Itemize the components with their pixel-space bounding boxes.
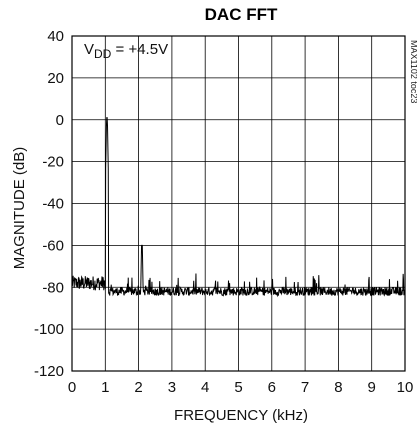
x-tick-label: 2 [134, 379, 142, 396]
y-axis-label: MAGNITUDE (dB) [11, 147, 28, 270]
x-tick-label: 6 [268, 379, 276, 396]
x-tick-label: 1 [101, 379, 109, 396]
vdd-value: = +4.5V [111, 41, 168, 58]
x-tick-label: 9 [368, 379, 376, 396]
grid-lines [71, 35, 406, 372]
x-tick-labels: 0 1 2 3 4 5 6 7 8 9 10 [68, 379, 414, 396]
y-tick-label: -120 [34, 363, 64, 380]
fft-trace-line [71, 117, 406, 298]
y-tick-label: 40 [47, 28, 64, 45]
x-tick-label: 7 [301, 379, 309, 396]
y-tick-label: -20 [42, 154, 64, 171]
x-tick-label: 10 [397, 379, 414, 396]
x-tick-label: 4 [201, 379, 209, 396]
x-tick-label: 0 [68, 379, 76, 396]
x-tick-label: 3 [168, 379, 176, 396]
plot-frame [71, 35, 406, 372]
x-axis-label: FREQUENCY (kHz) [174, 407, 308, 424]
toc-watermark: MAX1102 toc23 [409, 40, 417, 103]
x-tick-label: 8 [334, 379, 342, 396]
fft-trace [71, 117, 406, 298]
y-tick-label: -60 [42, 237, 64, 254]
vdd-annotation: VDD = +4.5V [84, 41, 168, 61]
x-tick-label: 5 [234, 379, 242, 396]
vdd-subscript: DD [94, 47, 112, 61]
y-tick-label: -80 [42, 279, 64, 296]
vdd-prefix: V [84, 41, 94, 58]
y-tick-labels: 40 20 0 -20 -40 -60 -80 -100 -120 [34, 28, 64, 380]
y-tick-label: 0 [56, 112, 64, 129]
y-tick-label: 20 [47, 70, 64, 87]
y-tick-label: -100 [34, 321, 64, 338]
y-tick-label: -40 [42, 196, 64, 213]
chart-title: DAC FFT [205, 5, 278, 24]
